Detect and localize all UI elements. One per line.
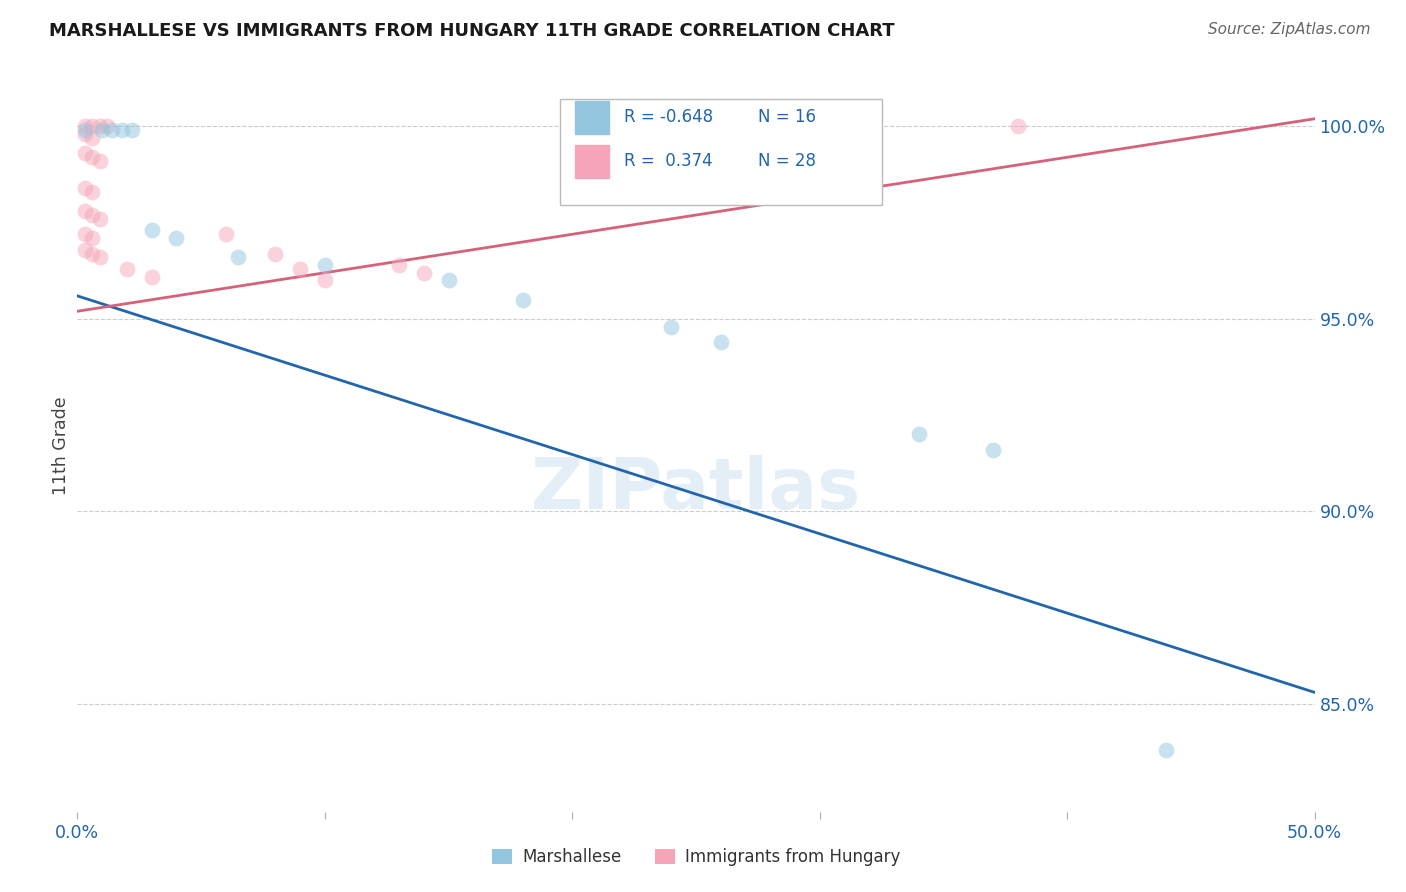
Point: [73, 204, 96, 219]
Point: [82, 185, 104, 199]
Bar: [575, 101, 609, 134]
Point: [226, 251, 249, 265]
Point: [659, 319, 682, 334]
Point: [89, 154, 111, 169]
Point: [73, 127, 96, 141]
Point: [314, 273, 336, 287]
Point: [215, 227, 238, 242]
Point: [91, 123, 114, 137]
Point: [165, 231, 187, 245]
Point: [288, 261, 311, 276]
Point: [141, 269, 163, 284]
Point: [89, 211, 111, 226]
Point: [101, 123, 124, 137]
Point: [82, 150, 104, 164]
Point: [437, 273, 460, 287]
Point: [82, 131, 104, 145]
Text: R =  0.374: R = 0.374: [624, 153, 713, 170]
Point: [264, 246, 287, 260]
Point: [96, 120, 118, 134]
Point: [73, 120, 96, 134]
Point: [981, 442, 1004, 457]
Point: [121, 123, 143, 137]
Point: [907, 427, 929, 442]
Point: [111, 123, 134, 137]
Point: [710, 334, 733, 349]
Point: [89, 120, 111, 134]
Text: ZIPatlas: ZIPatlas: [531, 456, 860, 524]
Point: [388, 258, 411, 272]
Point: [73, 146, 96, 161]
Point: [82, 120, 104, 134]
Point: [1007, 120, 1029, 134]
Point: [89, 251, 111, 265]
Point: [1154, 743, 1177, 757]
Point: [82, 208, 104, 222]
Point: [73, 227, 96, 242]
Point: [73, 123, 96, 137]
Text: N = 28: N = 28: [758, 153, 815, 170]
Point: [82, 231, 104, 245]
Point: [314, 258, 336, 272]
Legend: Marshallese, Immigrants from Hungary: Marshallese, Immigrants from Hungary: [485, 841, 907, 873]
FancyBboxPatch shape: [560, 99, 882, 204]
Text: Source: ZipAtlas.com: Source: ZipAtlas.com: [1208, 22, 1371, 37]
Point: [73, 181, 96, 195]
Point: [412, 266, 434, 280]
Text: MARSHALLESE VS IMMIGRANTS FROM HUNGARY 11TH GRADE CORRELATION CHART: MARSHALLESE VS IMMIGRANTS FROM HUNGARY 1…: [49, 22, 894, 40]
Text: N = 16: N = 16: [758, 108, 815, 126]
Point: [115, 261, 138, 276]
Point: [141, 223, 163, 237]
Bar: [575, 145, 609, 178]
Point: [512, 293, 534, 307]
Point: [73, 243, 96, 257]
Text: R = -0.648: R = -0.648: [624, 108, 713, 126]
Point: [82, 246, 104, 260]
Y-axis label: 11th Grade: 11th Grade: [52, 397, 70, 495]
